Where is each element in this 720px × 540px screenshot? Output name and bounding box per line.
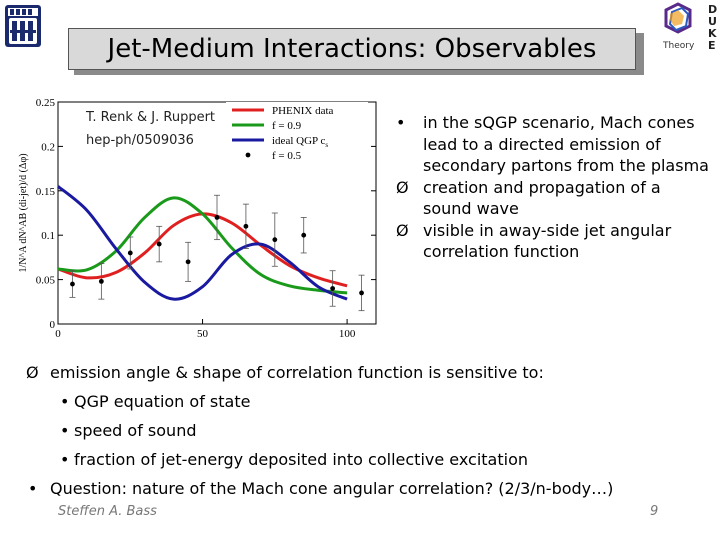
duke-theory-logo: Theory D U K E xyxy=(662,2,717,52)
bullet-text: emission angle & shape of correlation fu… xyxy=(50,363,544,382)
series-line xyxy=(57,196,348,295)
arrow-bullet-mark: Ø xyxy=(26,363,39,382)
data-point xyxy=(272,237,278,243)
slide-title: Jet-Medium Interactions: Observables xyxy=(107,34,597,64)
title-box: Jet-Medium Interactions: Observables xyxy=(68,28,636,70)
svg-text:E: E xyxy=(708,39,716,52)
page-number: 9 xyxy=(650,504,659,519)
bullet-text: QGP equation of state xyxy=(74,392,251,411)
data-point xyxy=(359,290,364,296)
bullet-mark: • xyxy=(60,392,70,411)
x-tick-label: 50 xyxy=(197,328,209,340)
bullet-mark: • xyxy=(28,479,38,498)
data-point xyxy=(70,281,75,287)
bottom-main-item: Ø emission angle & shape of correlation … xyxy=(26,358,706,387)
y-tick-label: 0 xyxy=(50,319,56,331)
bottom-question-item: • Question: nature of the Mach cone angu… xyxy=(26,474,706,503)
legend-label: f = 0.5 xyxy=(272,150,302,162)
bullet-mark: • xyxy=(60,450,70,469)
bottom-sub-item: • QGP equation of state xyxy=(26,387,706,416)
bottom-sub-item: • speed of sound xyxy=(26,416,706,445)
correlation-plot: 0 0.05 0.1 0.15 0.2 0.25 0 50 100 Δφ 1/N^A dN^AB (… xyxy=(18,97,377,342)
svg-text:U: U xyxy=(708,15,717,28)
svg-text:D: D xyxy=(708,3,717,16)
bullet-text: creation and propagation of a sound wave xyxy=(423,177,661,219)
data-point xyxy=(243,223,249,229)
legend-marker xyxy=(245,152,251,158)
bottom-bullet-list: Ø emission angle & shape of correlation … xyxy=(26,358,706,503)
legend-label: ideal QGP cs xyxy=(272,135,328,149)
plot-data-points xyxy=(69,194,365,312)
y-axis-label: 1/N^A dN^AB (di-jet)/d (Δφ) xyxy=(18,153,29,272)
bullet-mark: • xyxy=(60,421,70,440)
y-tick-label: 0.25 xyxy=(36,97,56,109)
data-point xyxy=(301,232,307,238)
figure-credit-reference: hep-ph/0509036 xyxy=(86,133,194,148)
bullet-text: speed of sound xyxy=(74,421,197,440)
x-tick-label: 100 xyxy=(339,328,356,340)
right-bullet-item: • in the sQGP scenario, Mach cones lead … xyxy=(396,112,711,177)
bullet-text: fraction of jet-energy deposited into co… xyxy=(74,450,528,469)
legend-label: PHENIX data xyxy=(272,105,334,117)
svg-text:Theory: Theory xyxy=(662,41,695,51)
arrow-bullet-mark: Ø xyxy=(396,177,409,197)
svg-text:K: K xyxy=(708,27,717,40)
bullet-text: in the sQGP scenario, Mach cones lead to… xyxy=(423,113,709,175)
legend-label: f = 0.9 xyxy=(272,120,302,132)
data-point xyxy=(185,259,191,265)
data-point xyxy=(127,250,133,256)
data-point xyxy=(98,278,104,284)
plot-frame xyxy=(57,101,377,325)
x-axis-label: Δφ xyxy=(210,339,225,342)
y-tick-label: 0.05 xyxy=(36,275,56,287)
y-tick-label: 0.1 xyxy=(41,230,55,242)
duke-university-logo xyxy=(5,5,41,47)
bullet-text: visible in away-side jet angular correla… xyxy=(423,220,672,262)
y-tick-label: 0.15 xyxy=(36,186,56,198)
data-point xyxy=(156,241,162,247)
bullet-mark: • xyxy=(396,113,406,132)
right-bullet-list: • in the sQGP scenario, Mach cones lead … xyxy=(396,112,711,263)
figure-credit-authors: T. Renk & J. Ruppert xyxy=(86,110,216,125)
footer-author: Steffen A. Bass xyxy=(58,504,157,519)
plot-legend: PHENIX data f = 0.9 ideal QGP csf = 0.5 xyxy=(226,102,368,168)
figure-credit: T. Renk & J. Ruppert hep-ph/0509036 xyxy=(86,106,215,152)
legend-subscript: s xyxy=(325,141,328,149)
arrow-bullet-mark: Ø xyxy=(396,220,409,240)
y-tick-label: 0.2 xyxy=(41,141,55,153)
plot-series xyxy=(57,185,348,301)
data-point xyxy=(214,215,220,220)
legend-background xyxy=(226,102,368,168)
plot-axes: 0 0.05 0.1 0.15 0.2 0.25 0 50 100 Δφ 1/N^A dN^AB (… xyxy=(18,97,377,342)
bottom-sub-item: • fraction of jet-energy deposited into … xyxy=(26,445,706,474)
right-bullet-item: Ø creation and propagation of a sound wa… xyxy=(396,177,711,220)
series-line xyxy=(57,185,348,301)
bullet-text: Question: nature of the Mach cone angula… xyxy=(50,479,614,498)
x-tick-label: 0 xyxy=(55,328,61,340)
data-point xyxy=(330,286,336,291)
right-bullet-item: Ø visible in away-side jet angular corre… xyxy=(396,220,711,263)
